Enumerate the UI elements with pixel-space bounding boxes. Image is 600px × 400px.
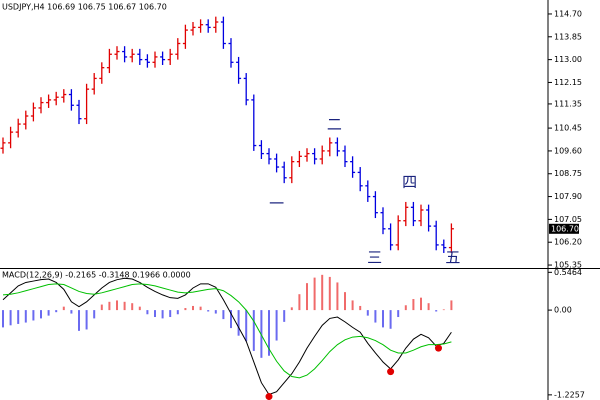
y-tick-label: 108.75 <box>554 169 582 178</box>
histogram-bar <box>328 276 331 311</box>
histogram-bar <box>138 306 141 311</box>
histogram-bar <box>154 310 156 318</box>
y-tick-label: 113.85 <box>554 32 582 41</box>
y-tick-label: 109.60 <box>554 146 582 155</box>
histogram-bar <box>268 310 270 356</box>
histogram-bar <box>306 283 308 311</box>
histogram-bar <box>397 310 400 318</box>
histogram-bar <box>374 310 377 323</box>
histogram-bar <box>412 299 415 311</box>
annotation: 三 <box>367 248 382 266</box>
histogram-bar <box>2 310 4 328</box>
y-tick-label: 107.90 <box>554 192 582 201</box>
histogram-bar <box>245 310 248 342</box>
histogram-bar <box>62 306 65 311</box>
histogram-bar <box>199 306 202 311</box>
last-price-box <box>549 223 579 234</box>
histogram-bar <box>116 300 118 311</box>
annotation: 一 <box>269 195 284 213</box>
histogram-bar <box>55 310 58 313</box>
annotation: 五 <box>445 248 460 266</box>
histogram-bar <box>17 310 20 324</box>
histogram-bar <box>108 301 111 311</box>
y-tick-label: 110.45 <box>554 124 582 133</box>
histogram-bar <box>427 303 430 311</box>
y-tick-label: 112.15 <box>554 78 582 87</box>
histogram-bar <box>40 310 42 319</box>
histogram-bar <box>70 310 73 314</box>
histogram-bar <box>222 310 225 320</box>
y-tick-label: 113.00 <box>554 55 582 64</box>
histogram-bar <box>389 310 392 329</box>
y-tick-label: 0.5464 <box>554 268 582 277</box>
histogram-bar <box>207 310 210 312</box>
histogram-bar <box>9 310 12 326</box>
indicator-title: MACD(12,26,9) -0.2165 -0.3148 0.1966 0.0… <box>2 271 191 280</box>
histogram-bar <box>85 310 88 330</box>
histogram-bar <box>78 310 80 331</box>
histogram-bar <box>169 310 172 318</box>
y-tick-label: 106.20 <box>554 238 582 247</box>
marker-dot <box>434 344 442 352</box>
histogram-bar <box>123 301 126 311</box>
histogram-bar <box>344 292 346 311</box>
histogram-bar <box>184 308 187 311</box>
y-tick-label: 107.05 <box>554 215 582 224</box>
histogram-bar <box>442 309 445 311</box>
histogram-bar <box>275 310 278 341</box>
indicator-line <box>2 283 452 379</box>
histogram-bar <box>404 305 407 311</box>
histogram-bar <box>32 310 35 321</box>
histogram-bar <box>230 310 232 329</box>
indicator-line <box>2 277 452 396</box>
annotation: 二 <box>327 115 342 133</box>
histogram-bar <box>192 305 194 311</box>
marker-dot <box>265 393 273 400</box>
histogram-bar <box>321 274 324 311</box>
histogram-bar <box>237 310 240 336</box>
annotation: 四 <box>402 173 417 191</box>
histogram-bar <box>336 282 339 311</box>
histogram-bar <box>176 310 179 315</box>
histogram-bar <box>366 310 369 316</box>
histogram-bar <box>146 310 149 315</box>
histogram-bar <box>131 303 134 311</box>
chart-title: USDJPY,H4 106.69 106.75 106.67 106.70 <box>2 3 167 12</box>
histogram-bar <box>298 294 301 311</box>
histogram-bar <box>100 304 103 311</box>
y-tick-label: 111.35 <box>554 99 582 108</box>
histogram-bar <box>420 297 422 311</box>
histogram-bar <box>382 310 384 328</box>
histogram-bar <box>359 305 362 311</box>
histogram-bar <box>283 310 286 322</box>
histogram-bar <box>161 310 164 319</box>
y-tick-label: 114.70 <box>554 9 582 18</box>
y-tick-label: 0.00 <box>554 306 572 315</box>
last-price-label: 106.70 <box>551 224 579 233</box>
histogram-bar <box>47 310 50 316</box>
histogram-bar <box>450 300 453 311</box>
y-tick-label: 105.35 <box>554 261 582 270</box>
histogram-bar <box>252 310 255 351</box>
histogram-bar <box>214 310 217 314</box>
histogram-bar <box>93 310 96 319</box>
histogram-bar <box>351 300 354 311</box>
histogram-bar <box>290 307 293 311</box>
y-tick-label: -1.2257 <box>554 390 585 399</box>
histogram-bar <box>435 310 438 312</box>
histogram-bar <box>24 310 27 323</box>
histogram-bar <box>313 277 316 311</box>
marker-dot <box>387 368 395 376</box>
